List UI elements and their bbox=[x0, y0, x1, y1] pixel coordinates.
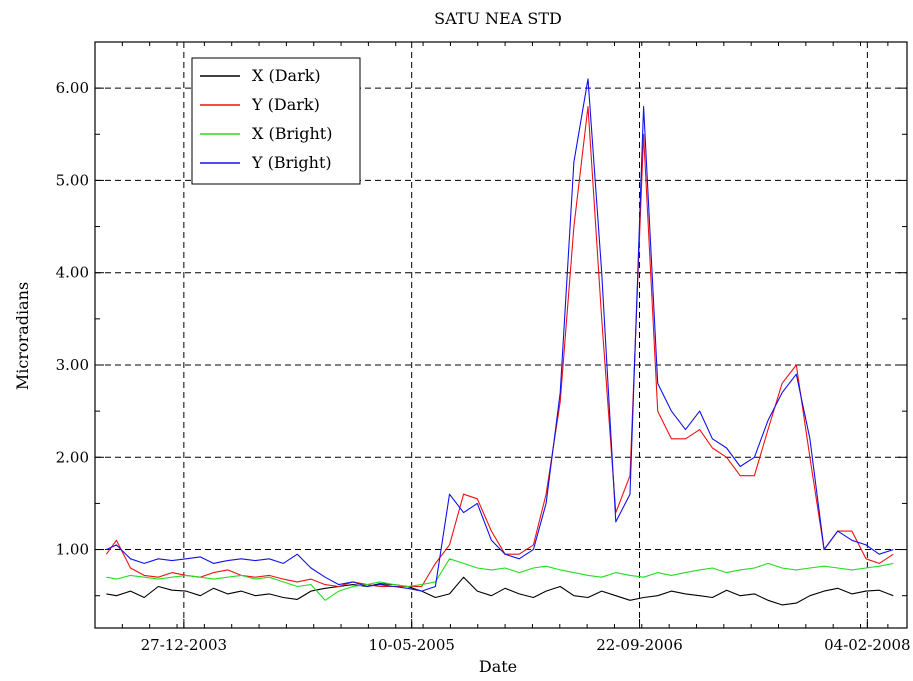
x-tick-label: 27-12-2003 bbox=[141, 636, 227, 654]
y-tick-labels: 1.00 2.00 3.00 4.00 5.00 6.00 bbox=[56, 79, 89, 558]
x-axis-label: Date bbox=[479, 657, 517, 676]
y-tick-label: 1.00 bbox=[56, 541, 89, 559]
legend-label: Y (Dark) bbox=[251, 95, 320, 114]
legend-label: X (Dark) bbox=[252, 66, 321, 85]
x-tick-labels: 27-12-2003 10-05-2005 22-09-2006 04-02-2008 bbox=[141, 636, 911, 654]
plot-frame bbox=[94, 41, 908, 629]
series-line-x-bright bbox=[106, 558, 894, 601]
y-tick-label: 4.00 bbox=[56, 264, 89, 282]
series-line-x-dark bbox=[106, 576, 894, 606]
axis-ticks bbox=[94, 41, 907, 628]
x-tick-label: 04-02-2008 bbox=[824, 636, 910, 654]
series-layer bbox=[105, 78, 894, 606]
legend-label: X (Bright) bbox=[252, 124, 332, 143]
series-line-y-bright bbox=[106, 78, 894, 592]
y-tick-label: 2.00 bbox=[56, 448, 89, 466]
chart-title: SATU NEA STD bbox=[434, 9, 562, 28]
legend-label: Y (Bright) bbox=[251, 153, 332, 172]
legend: X (Dark) Y (Dark) X (Bright) Y (Bright) bbox=[191, 57, 361, 185]
x-tick-label: 10-05-2005 bbox=[368, 636, 454, 654]
x-tick-label: 22-09-2006 bbox=[596, 636, 682, 654]
y-tick-label: 3.00 bbox=[56, 356, 89, 374]
y-axis-label: Microradians bbox=[13, 282, 32, 390]
y-tick-label: 5.00 bbox=[56, 171, 89, 189]
series-line-y-dark bbox=[105, 106, 894, 588]
y-tick-label: 6.00 bbox=[56, 79, 89, 97]
